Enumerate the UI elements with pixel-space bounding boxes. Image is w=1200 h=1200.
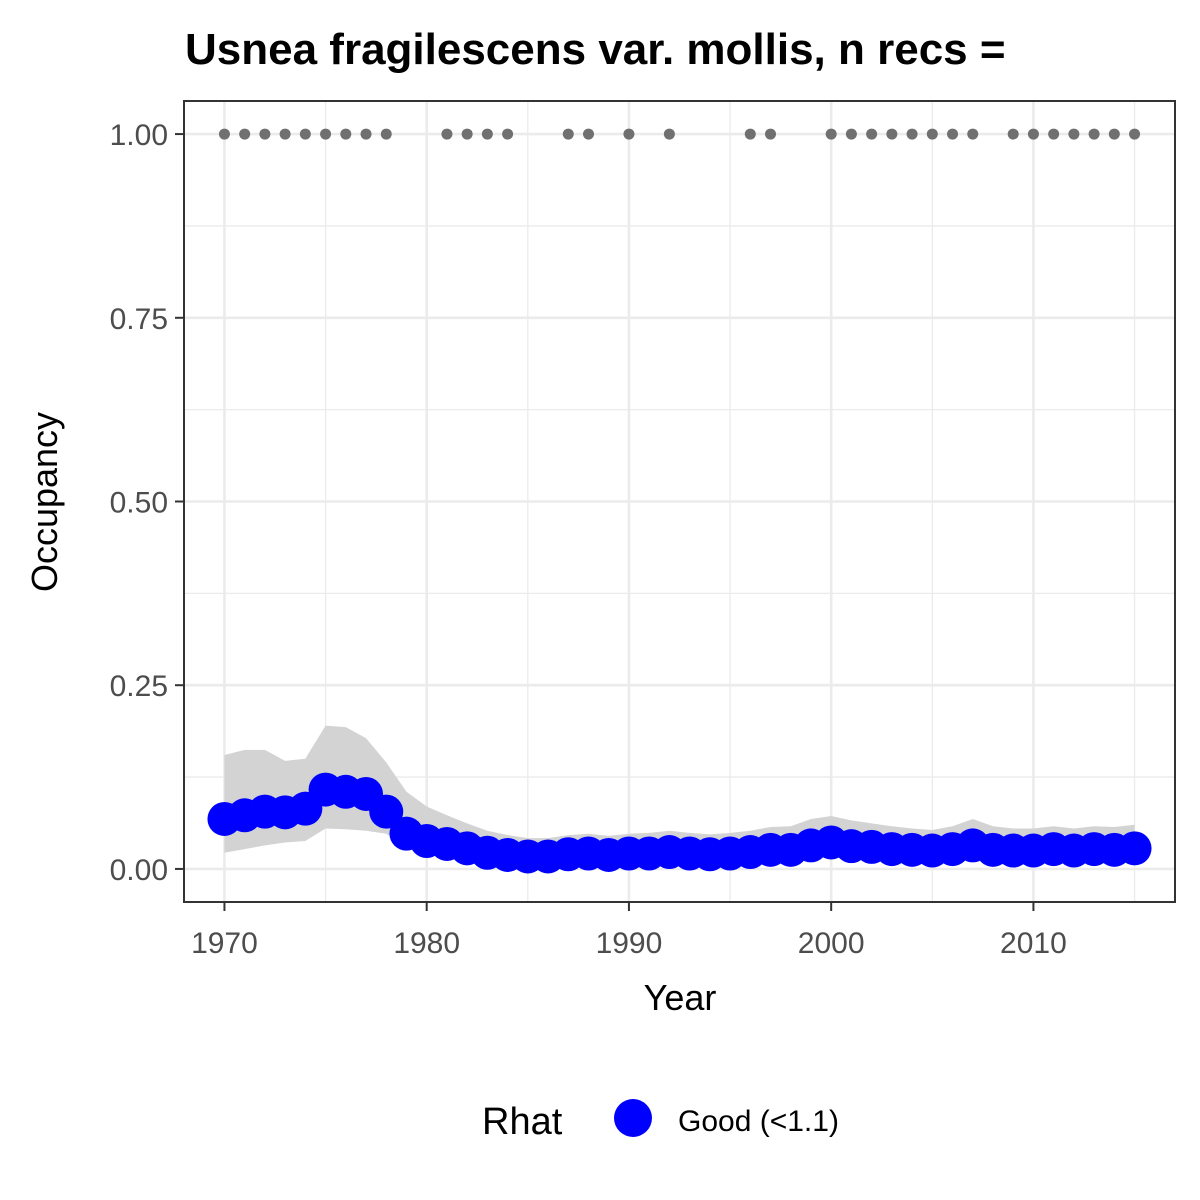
- legend-key-good: [614, 1099, 652, 1137]
- legend-label-good: Good (<1.1): [678, 1105, 839, 1138]
- record-point: [562, 128, 574, 140]
- plot-panel: [183, 100, 1176, 903]
- chart-title: Usnea fragilescens var. mollis, n recs =: [185, 25, 1006, 74]
- record-point: [340, 128, 352, 140]
- record-point: [947, 128, 959, 140]
- y-tick-label: 1.00: [110, 119, 168, 152]
- record-point: [279, 128, 291, 140]
- record-point: [481, 128, 493, 140]
- x-tick-label: 1980: [393, 927, 460, 960]
- y-tick-label: 0.25: [110, 670, 168, 703]
- record-point: [967, 128, 979, 140]
- x-tick-label: 2000: [798, 927, 865, 960]
- record-point: [1027, 128, 1039, 140]
- x-axis-title: Year: [644, 977, 717, 1018]
- record-point: [765, 128, 777, 140]
- record-point: [1108, 128, 1120, 140]
- grid-major: [184, 101, 1175, 902]
- record-point: [906, 128, 918, 140]
- series-point: [369, 794, 404, 829]
- record-point: [502, 128, 514, 140]
- record-point: [866, 128, 878, 140]
- record-point: [623, 128, 635, 140]
- record-point: [663, 128, 675, 140]
- record-point: [380, 128, 392, 140]
- record-point: [825, 128, 837, 140]
- record-point: [1007, 128, 1019, 140]
- legend: Rhat Good (<1.1): [482, 1099, 839, 1143]
- y-axis: 0.00 0.25 0.50 0.75 1.00: [110, 119, 184, 887]
- record-point: [461, 128, 473, 140]
- record-point: [441, 128, 453, 140]
- y-tick-label: 0.00: [110, 854, 168, 887]
- record-point: [259, 128, 271, 140]
- record-point: [1048, 128, 1060, 140]
- x-tick-label: 1990: [596, 927, 663, 960]
- record-point: [1129, 128, 1141, 140]
- record-point: [299, 128, 311, 140]
- x-axis: 1970 1980 1990 2000 2010: [191, 902, 1067, 960]
- record-point: [218, 128, 230, 140]
- x-tick-label: 2010: [1000, 927, 1067, 960]
- y-axis-title: Occupancy: [24, 412, 65, 592]
- record-point: [320, 128, 332, 140]
- record-point: [926, 128, 938, 140]
- y-tick-label: 0.75: [110, 303, 168, 336]
- y-tick-label: 0.50: [110, 487, 168, 520]
- legend-title: Rhat: [482, 1101, 563, 1143]
- record-point: [360, 128, 372, 140]
- occupancy-series: [207, 772, 1152, 874]
- record-points: [218, 128, 1141, 140]
- record-point: [582, 128, 594, 140]
- series-point: [1117, 831, 1152, 866]
- record-point: [1068, 128, 1080, 140]
- record-point: [744, 128, 756, 140]
- record-point: [1088, 128, 1100, 140]
- x-tick-label: 1970: [191, 927, 258, 960]
- record-point: [239, 128, 251, 140]
- record-point: [845, 128, 857, 140]
- record-point: [886, 128, 898, 140]
